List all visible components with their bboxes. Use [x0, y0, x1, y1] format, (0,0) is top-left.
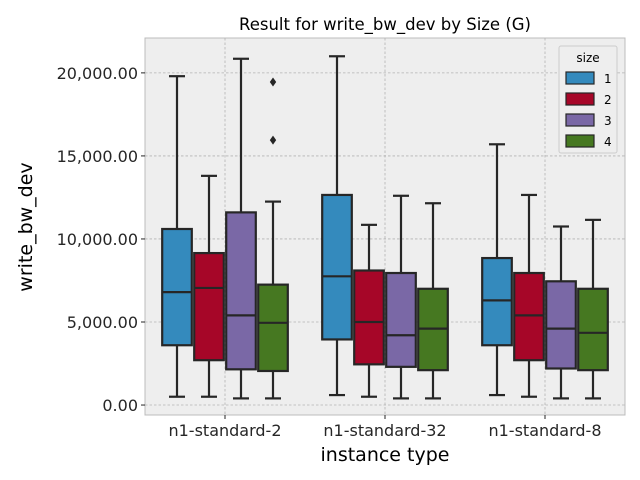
box-4-n1-standard-32	[417, 202, 449, 400]
legend-label-1: 1	[604, 72, 612, 86]
y-tick-label: 10,000.00	[57, 230, 138, 249]
box-iqr	[513, 271, 545, 362]
legend-swatch-1	[565, 71, 595, 85]
box-iqr	[321, 193, 353, 341]
box-3-n1-standard-32	[385, 194, 417, 400]
box-iqr	[353, 269, 385, 366]
outlier-point	[269, 135, 277, 145]
box-iqr	[193, 251, 225, 362]
legend-swatch-4	[565, 134, 595, 148]
box-4-n1-standard-2	[257, 77, 289, 400]
box-2-n1-standard-32	[353, 223, 385, 398]
boxes	[161, 55, 609, 400]
box-3-n1-standard-2	[225, 57, 257, 400]
y-tick-label: 15,000.00	[57, 147, 138, 166]
legend-swatch-2	[565, 92, 595, 106]
box-iqr	[161, 227, 193, 347]
box-3-n1-standard-8	[545, 225, 577, 400]
chart-title: Result for write_bw_dev by Size (G)	[239, 15, 531, 35]
y-tick-label: 5,000.00	[67, 313, 138, 332]
box-4-n1-standard-8	[577, 218, 609, 400]
y-axis-label: write_bw_dev	[15, 162, 37, 291]
box-iqr	[545, 280, 577, 370]
legend-swatch-3	[565, 113, 595, 127]
legend-title: size	[576, 51, 599, 65]
x-tick-label: n1-standard-32	[323, 421, 446, 440]
y-tick-label: 20,000.00	[57, 64, 138, 83]
box-iqr	[385, 271, 417, 368]
legend-label-4: 4	[604, 135, 612, 149]
x-tick-label: n1-standard-8	[488, 421, 601, 440]
outlier-point	[269, 77, 277, 87]
x-axis-ticks: n1-standard-2 n1-standard-32 n1-standard-8	[168, 415, 602, 440]
y-axis-ticks: 0.00 5,000.00 10,000.00 15,000.00 20,000.00	[57, 64, 145, 415]
legend-label-3: 3	[604, 114, 612, 128]
box-2-n1-standard-8	[513, 193, 545, 398]
box-2-n1-standard-2	[193, 174, 225, 398]
x-tick-label: n1-standard-2	[168, 421, 281, 440]
box-iqr	[577, 287, 609, 372]
box-iqr	[225, 211, 257, 371]
box-1-n1-standard-8	[481, 143, 513, 397]
box-iqr	[257, 283, 289, 373]
legend-label-2: 2	[604, 93, 612, 107]
plot-background	[144, 37, 626, 416]
grid	[145, 38, 625, 415]
box-1-n1-standard-32	[321, 55, 353, 397]
x-axis-label: instance type	[321, 444, 450, 466]
y-tick-label: 0.00	[102, 396, 138, 415]
legend: size 1 2 3 4	[558, 45, 618, 154]
box-1-n1-standard-2	[161, 75, 193, 398]
box-iqr	[481, 256, 513, 347]
